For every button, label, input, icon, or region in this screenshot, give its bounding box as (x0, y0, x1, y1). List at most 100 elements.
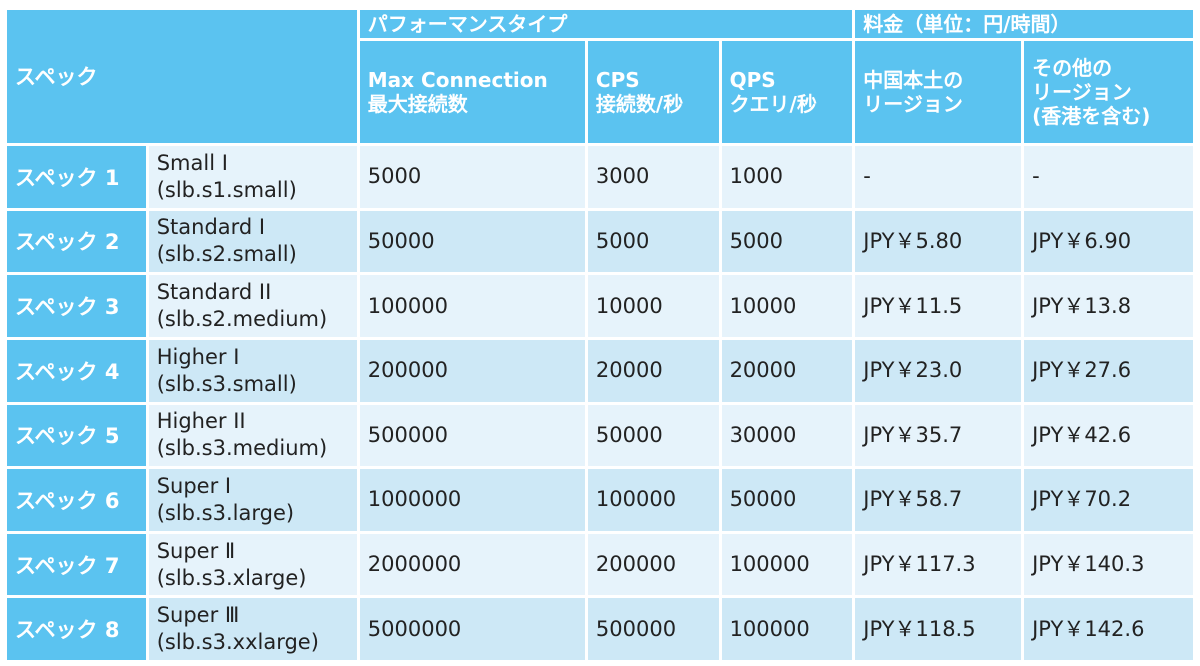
model-id: (slb.s3.large) (156, 500, 295, 525)
table-row-spec-3: スペック 3 Standard II (slb.s2.medium) 10000… (7, 275, 1193, 337)
price-other-cell: JPY￥142.6 (1024, 598, 1193, 660)
model-id: (slb.s2.small) (156, 242, 297, 267)
max-connection-cell: 500000 (359, 404, 585, 467)
price-mainland-cell: JPY￥11.5 (855, 275, 1022, 337)
model-cell: Super Ⅱ (slb.s3.xlarge) (148, 533, 357, 596)
header-price-mainland-l2: リージョン (863, 92, 963, 116)
model-cell: Small I (slb.s1.small) (148, 146, 357, 208)
header-cps: CPS 接続数/秒 (587, 41, 719, 143)
price-mainland-cell: JPY￥5.80 (855, 210, 1022, 273)
table-row-spec-4: スペック 4 Higher I (slb.s3.small) 200000 20… (7, 339, 1193, 402)
price-mainland-cell: JPY￥58.7 (855, 469, 1022, 531)
table-row-spec-5: スペック 5 Higher II (slb.s3.medium) 500000 … (7, 404, 1193, 467)
price-mainland-cell: - (855, 146, 1022, 208)
model-name: Super I (156, 473, 232, 498)
max-connection-cell: 1000000 (359, 469, 585, 531)
spec-label: スペック 2 (7, 210, 146, 273)
model-name: Super Ⅱ (156, 538, 236, 563)
price-other-cell: JPY￥27.6 (1024, 339, 1193, 402)
price-other-cell: JPY￥6.90 (1024, 210, 1193, 273)
table-row-spec-6: スペック 6 Super I (slb.s3.large) 1000000 10… (7, 469, 1193, 531)
model-name: Super Ⅲ (156, 603, 240, 628)
model-name: Small I (156, 150, 228, 175)
cps-cell: 20000 (587, 339, 719, 402)
model-cell: Super I (slb.s3.large) (148, 469, 357, 531)
price-other-cell: JPY￥70.2 (1024, 469, 1193, 531)
header-max-connection-en: Max Connection (367, 68, 548, 92)
cps-cell: 10000 (587, 275, 719, 337)
model-name: Higher II (156, 409, 246, 434)
spec-label: スペック 6 (7, 469, 146, 531)
header-price-mainland-l1: 中国本土の (863, 68, 964, 92)
cps-cell: 3000 (587, 146, 719, 208)
qps-cell: 100000 (721, 598, 853, 660)
qps-cell: 100000 (721, 533, 853, 596)
qps-cell: 10000 (721, 275, 853, 337)
header-qps-en: QPS (729, 68, 776, 92)
header-price-other: その他の リージョン (香港を含む) (1024, 41, 1193, 143)
model-id: (slb.s2.medium) (156, 307, 328, 332)
cps-cell: 200000 (587, 533, 719, 596)
price-other-cell: JPY￥42.6 (1024, 404, 1193, 467)
header-price-other-l1: その他の (1032, 56, 1113, 80)
spec-label: スペック 1 (7, 146, 146, 208)
spec-label: スペック 8 (7, 598, 146, 660)
header-spec: スペック (7, 10, 357, 143)
qps-cell: 20000 (721, 339, 853, 402)
max-connection-cell: 5000 (359, 146, 585, 208)
model-id: (slb.s3.small) (156, 371, 297, 396)
price-other-cell: - (1024, 146, 1193, 208)
model-cell: Higher II (slb.s3.medium) (148, 404, 357, 467)
model-cell: Higher I (slb.s3.small) (148, 339, 357, 402)
header-max-connection-ja: 最大接続数 (367, 92, 468, 116)
price-mainland-cell: JPY￥118.5 (855, 598, 1022, 660)
header-price-mainland: 中国本土の リージョン (855, 41, 1022, 143)
max-connection-cell: 100000 (359, 275, 585, 337)
price-mainland-cell: JPY￥117.3 (855, 533, 1022, 596)
table-row-spec-7: スペック 7 Super Ⅱ (slb.s3.xlarge) 2000000 2… (7, 533, 1193, 596)
model-name: Higher I (156, 344, 240, 369)
spec-label: スペック 5 (7, 404, 146, 467)
model-name: Standard I (156, 215, 266, 240)
model-cell: Super Ⅲ (slb.s3.xxlarge) (148, 598, 357, 660)
header-performance-type: パフォーマンスタイプ (359, 10, 853, 38)
max-connection-cell: 200000 (359, 339, 585, 402)
spec-label: スペック 4 (7, 339, 146, 402)
max-connection-cell: 2000000 (359, 533, 585, 596)
max-connection-cell: 50000 (359, 210, 585, 273)
header-qps: QPS クエリ/秒 (721, 41, 853, 143)
cps-cell: 5000 (587, 210, 719, 273)
cps-cell: 500000 (587, 598, 719, 660)
model-id: (slb.s1.small) (156, 177, 297, 202)
table-row-spec-8: スペック 8 Super Ⅲ (slb.s3.xxlarge) 5000000 … (7, 598, 1193, 660)
max-connection-cell: 5000000 (359, 598, 585, 660)
model-cell: Standard I (slb.s2.small) (148, 210, 357, 273)
qps-cell: 30000 (721, 404, 853, 467)
spec-pricing-table: スペック パフォーマンスタイプ 料金（単位：円/時間） Max Connecti… (4, 7, 1196, 663)
model-id: (slb.s3.xlarge) (156, 565, 307, 590)
price-mainland-cell: JPY￥23.0 (855, 339, 1022, 402)
price-other-cell: JPY￥13.8 (1024, 275, 1193, 337)
model-id: (slb.s3.xxlarge) (156, 630, 319, 655)
qps-cell: 50000 (721, 469, 853, 531)
header-qps-ja: クエリ/秒 (729, 92, 817, 116)
model-id: (slb.s3.medium) (156, 436, 328, 461)
price-other-cell: JPY￥140.3 (1024, 533, 1193, 596)
header-price-other-l3: (香港を含む) (1032, 104, 1151, 128)
header-price-group: 料金（単位：円/時間） (855, 10, 1193, 38)
table-row-spec-1: スペック 1 Small I (slb.s1.small) 5000 3000 … (7, 146, 1193, 208)
header-cps-en: CPS (595, 68, 640, 92)
cps-cell: 50000 (587, 404, 719, 467)
price-mainland-cell: JPY￥35.7 (855, 404, 1022, 467)
qps-cell: 1000 (721, 146, 853, 208)
header-cps-ja: 接続数/秒 (595, 92, 684, 116)
spec-label: スペック 7 (7, 533, 146, 596)
header-price-other-l2: リージョン (1032, 80, 1132, 104)
spec-label: スペック 3 (7, 275, 146, 337)
qps-cell: 5000 (721, 210, 853, 273)
model-name: Standard II (156, 280, 272, 305)
cps-cell: 100000 (587, 469, 719, 531)
table-row-spec-2: スペック 2 Standard I (slb.s2.small) 50000 5… (7, 210, 1193, 273)
header-max-connection: Max Connection 最大接続数 (359, 41, 585, 143)
model-cell: Standard II (slb.s2.medium) (148, 275, 357, 337)
